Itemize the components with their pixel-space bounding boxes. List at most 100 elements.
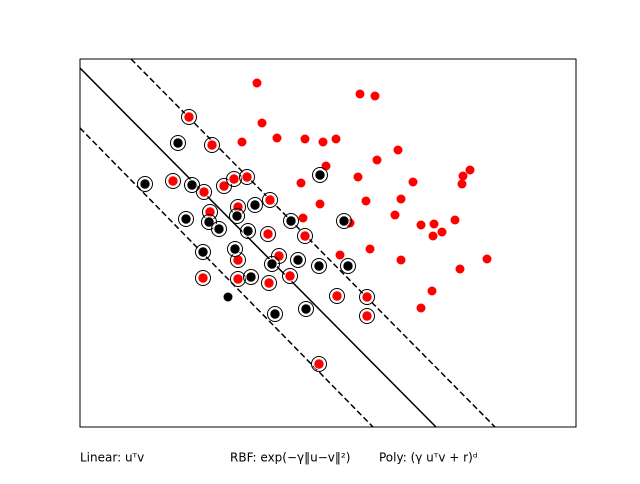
support-ring [181,109,197,125]
point [372,155,382,165]
support-ring [137,176,153,192]
point [408,177,418,187]
point [242,225,254,237]
point [314,169,326,181]
point [180,213,192,225]
point [213,223,225,235]
point [313,358,325,370]
point [206,139,218,151]
point [186,179,198,191]
point [458,171,468,181]
support-ring [359,308,375,324]
point [285,215,297,227]
support-ring [240,223,256,239]
support-ring [260,226,276,242]
point [361,196,371,206]
point [482,254,492,264]
support-ring [297,228,313,244]
support-ring [336,213,352,229]
support-ring [184,177,200,193]
point [335,250,345,260]
support-ring [247,197,263,213]
support-ring [359,289,375,305]
point [167,175,179,187]
point [284,270,296,282]
kernel-label: Poly: (γ uᵀv + r)ᵈ [379,451,478,465]
point [237,137,247,147]
point [231,210,243,222]
point [249,199,261,211]
point [203,216,215,228]
point [361,310,373,322]
support-ring [196,184,212,200]
point [396,194,406,204]
point [298,213,308,223]
point [228,173,240,185]
point [338,215,350,227]
point [229,243,241,255]
support-ring [204,137,220,153]
point [232,254,244,266]
support-ring [227,241,243,257]
support-ring [282,268,298,284]
point [299,230,311,242]
point [245,271,257,283]
point [232,273,244,285]
point [365,244,375,254]
point [390,210,400,220]
point [416,303,426,313]
support-ring [178,211,194,227]
support-ring [312,167,328,183]
support-ring [329,288,345,304]
support-ring [170,135,186,151]
point [450,215,460,225]
support-ring [211,221,227,237]
point [183,111,195,123]
point [300,134,310,144]
support-ring [243,269,259,285]
point [455,264,465,274]
point [223,292,233,302]
support-ring [165,173,181,189]
support-ring [283,213,299,229]
point [264,194,276,206]
kernel-label: Linear: uᵀv [80,451,144,465]
point [300,303,312,315]
support-ring [311,356,327,372]
support-ring [195,270,211,286]
margin-line [80,127,374,427]
support-ring [340,258,356,274]
point [416,220,426,230]
support-ring [298,301,314,317]
point [269,308,281,320]
point [172,137,184,149]
point [198,186,210,198]
point [428,231,438,241]
point [272,133,282,143]
support-ring [262,192,278,208]
point [396,255,406,265]
support-ring [195,244,211,260]
point [292,254,304,266]
point [457,179,467,189]
plot-frame [79,58,577,428]
point [342,260,354,272]
point [139,178,151,190]
point [257,118,267,128]
point [313,260,325,272]
point [296,178,306,188]
point [218,180,230,192]
point [315,199,325,209]
point [321,161,331,171]
point [355,89,365,99]
point [370,91,380,101]
support-ring [226,171,242,187]
point [437,227,447,237]
support-ring [239,169,255,185]
support-ring [290,252,306,268]
point [465,165,475,175]
support-ring [261,275,277,291]
kernel-label: RBF: exp(−γ‖u−v‖²) [230,451,350,465]
point [262,228,274,240]
